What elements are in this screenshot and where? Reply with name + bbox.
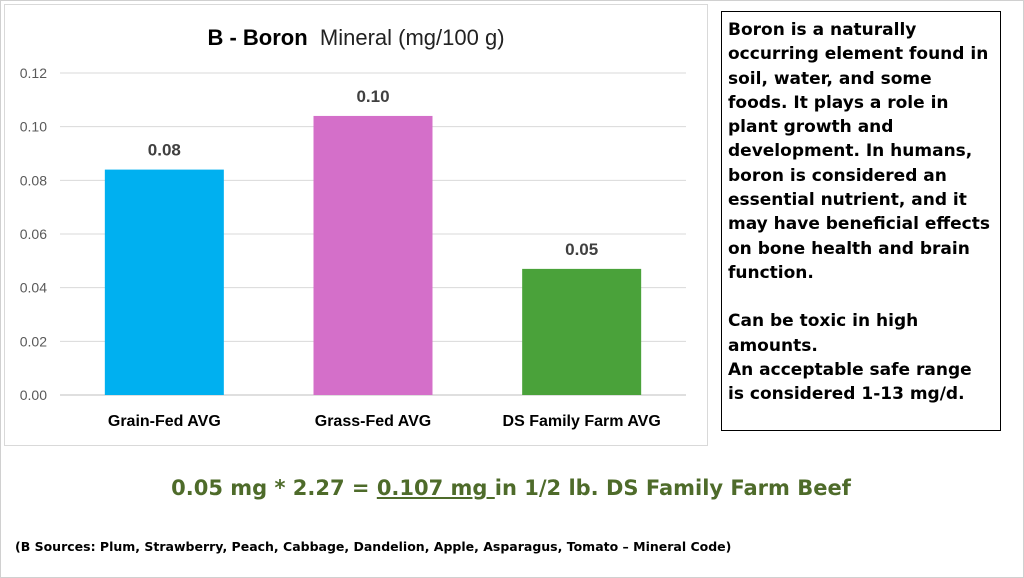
y-tick-label: 0.10	[20, 119, 47, 135]
info-paragraph-toxicity: Can be toxic in high amounts.	[728, 311, 919, 356]
x-category-label: Grass-Fed AVG	[315, 413, 431, 430]
y-tick-label: 0.06	[20, 226, 47, 242]
boron-calculation: 0.05 mg * 2.27 = 0.107 mg in 1/2 lb. DS …	[0, 476, 1022, 500]
bar-grass-fed-avg	[313, 115, 433, 395]
bar-ds-family-farm-avg	[522, 268, 642, 395]
bar-grain-fed-avg	[104, 169, 224, 395]
boron-sources: (B Sources: Plum, Strawberry, Peach, Cab…	[15, 539, 732, 554]
y-tick-label: 0.02	[20, 333, 47, 349]
calculation-result: 0.107 mg	[376, 476, 495, 500]
boron-info-box: Boron is a naturally occurring element f…	[721, 11, 1001, 431]
bar-chart: 0.00 0.02 0.04 0.06 0.08 0.10 0.12 0.08 Grain-Fe…	[20, 65, 686, 430]
x-category-label: DS Family Farm AVG	[503, 413, 661, 430]
calculation-prefix: 0.05 mg * 2.27 =	[171, 476, 377, 500]
info-paragraph-description: Boron is a naturally occurring element f…	[728, 20, 990, 283]
x-category-label: Grain-Fed AVG	[108, 413, 221, 430]
bar-data-label: 0.08	[148, 141, 181, 160]
chart-area: 0.00 0.02 0.04 0.06 0.08 0.10 0.12 0.08 Grain-Fe…	[4, 4, 708, 446]
y-tick-label: 0.00	[20, 387, 47, 403]
bar-data-label: 0.05	[565, 240, 598, 259]
chart-title-unit: Mineral (mg/100 g)	[319, 25, 505, 50]
y-tick-label: 0.12	[20, 65, 47, 81]
bar-data-label: 0.10	[356, 87, 389, 106]
calculation-suffix: in 1/2 lb. DS Family Farm Beef	[494, 476, 851, 500]
chart-title: B - Boron Mineral (mg/100 g)	[5, 25, 707, 51]
chart-title-main: B - Boron	[207, 25, 308, 50]
y-tick-label: 0.04	[20, 280, 47, 296]
info-paragraph-safe-range: An acceptable safe range is considered 1…	[728, 359, 972, 405]
y-tick-label: 0.08	[20, 172, 47, 188]
